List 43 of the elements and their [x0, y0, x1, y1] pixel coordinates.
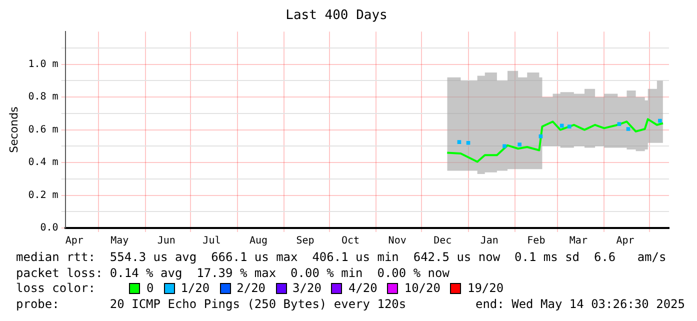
y-tick-label: 0.0 [40, 222, 58, 234]
point [466, 140, 470, 145]
x-tick-label: Mar [569, 236, 588, 247]
legend-label: 1/20 [180, 281, 210, 296]
x-tick-label: Aug [249, 236, 268, 247]
legend-label: 10/20 [404, 281, 440, 296]
x-tick-label: Jan [480, 236, 498, 247]
x-tick-label: Dec [434, 236, 452, 247]
y-tick-label: 0.2 m [28, 190, 58, 201]
chart-title: Last 400 Days [286, 8, 388, 24]
point [457, 140, 462, 144]
point [567, 124, 572, 128]
point [626, 127, 630, 131]
x-tick-label: Oct [342, 236, 360, 247]
legend-title: loss color: [16, 281, 96, 296]
text: probe: 20 ICMP Echo Pings (250 Bytes) every 120s [16, 296, 406, 312]
legend-label: 3/20 [292, 281, 322, 296]
y-tick-label: 0.6 m [28, 124, 58, 136]
point [617, 122, 622, 126]
y-axis-title: Seconds [7, 106, 20, 153]
x-tick-label: Feb [527, 236, 546, 247]
x-tick-label: Jul [202, 236, 221, 247]
y-tick-label: 0.8 m [28, 92, 58, 103]
y-tick-label: 1.0 m [28, 58, 58, 70]
point [518, 142, 522, 146]
text: end: Wed May 14 03:26:30 2025 [475, 296, 685, 312]
point [560, 124, 564, 128]
y-tick-label: 0.4 m [28, 157, 58, 168]
text: median rtt: 554.3 us avg 666.1 us max 406.1 us min 642.5 us now 0.1 ms sd 6.6 am/s [15, 250, 668, 266]
x-tick-label: Apr [616, 236, 634, 247]
x-tick-label: Nov [388, 236, 406, 247]
legend-label: 2/20 [236, 281, 266, 296]
x-tick-label: Apr [65, 236, 84, 247]
text: packet loss: 0.14 % avg 17.39 % max 0.00 % min 0.00 % now [15, 266, 450, 281]
point [502, 144, 506, 148]
legend-label: 19/20 [467, 281, 504, 296]
x-tick-label: May [110, 236, 129, 247]
point [538, 134, 543, 138]
point [658, 118, 662, 123]
legend-label: 4/20 [348, 281, 378, 296]
x-tick-label: Sep [296, 236, 314, 247]
legend-label: 0 [146, 281, 154, 296]
x-tick-label: Jun [157, 236, 176, 247]
